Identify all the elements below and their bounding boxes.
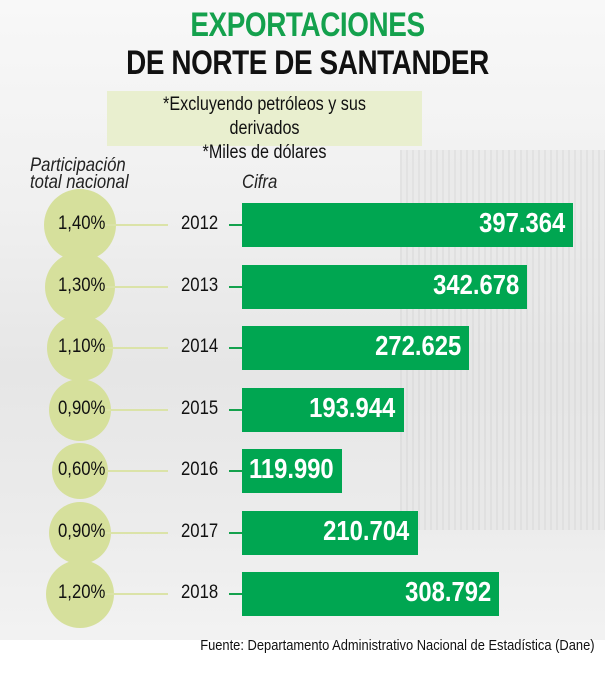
participacion-header-line-1: Participación — [30, 155, 126, 176]
year-label: 2016 — [181, 459, 219, 480]
participation-label: 0,90% — [58, 520, 106, 542]
connector-line — [105, 347, 168, 349]
connector-line — [105, 408, 168, 411]
cifra-header: Cifra — [242, 172, 278, 193]
connector-line — [105, 531, 168, 534]
year-tick — [229, 593, 242, 595]
year-label: 2013 — [181, 274, 219, 296]
connector-line — [105, 224, 168, 226]
year-label: 2014 — [181, 336, 219, 357]
participation-label: 1,30% — [58, 274, 106, 296]
year-tick — [229, 408, 242, 411]
participation-label: 1,20% — [58, 582, 106, 603]
title-line-2: DE NORTE DE SANTANDER — [126, 44, 489, 82]
export-bar — [242, 510, 418, 555]
year-label: 2015 — [181, 397, 219, 419]
year-tick — [229, 224, 242, 226]
participation-circle — [49, 501, 111, 564]
title-line-1: EXPORTACIONES — [190, 6, 425, 44]
participation-circle — [44, 189, 116, 261]
bar-value-label: 342.678 — [433, 268, 520, 300]
note-line-2: *Miles de dólares — [202, 142, 327, 163]
participation-label: 1,10% — [58, 336, 106, 357]
participation-circle — [52, 443, 108, 499]
participation-circle — [46, 560, 114, 628]
participation-circle — [45, 251, 115, 322]
connector-line — [105, 470, 168, 472]
connector-line — [105, 285, 168, 288]
participation-circle — [49, 378, 111, 441]
year-label: 2018 — [181, 582, 219, 603]
export-bar — [242, 203, 573, 247]
note-line-1: *Excluyendo petróleos y sus derivados — [163, 94, 366, 139]
year-label: 2017 — [181, 520, 219, 542]
participacion-header-line-2: total nacional — [30, 172, 129, 193]
source-note: Fuente: Departamento Administrativo Naci… — [200, 637, 595, 654]
export-bar — [242, 264, 528, 309]
year-label: 2012 — [181, 213, 219, 234]
bar-value-label: 308.792 — [405, 576, 492, 607]
export-bar — [242, 387, 404, 432]
year-tick — [229, 470, 242, 472]
participacion-header: Participación total nacional — [30, 155, 129, 193]
background-edge — [605, 0, 615, 673]
year-tick — [229, 531, 242, 534]
year-tick — [229, 285, 242, 288]
export-bar — [242, 449, 342, 493]
participation-label: 0,90% — [58, 397, 106, 419]
participation-label: 0,60% — [58, 459, 106, 480]
bar-value-label: 119.990 — [249, 453, 334, 484]
participation-circle — [47, 315, 113, 381]
notes-box: *Excluyendo petróleos y sus derivados *M… — [107, 91, 422, 163]
bar-value-label: 272.625 — [375, 330, 462, 361]
bar-value-label: 210.704 — [323, 514, 410, 546]
background-footer — [0, 640, 615, 673]
bar-value-label: 193.944 — [309, 391, 396, 423]
year-tick — [229, 347, 242, 349]
export-bar — [242, 326, 470, 370]
connector-line — [105, 593, 168, 595]
bar-value-label: 397.364 — [478, 207, 565, 238]
export-bar — [242, 572, 500, 616]
participation-label: 1,40% — [58, 213, 106, 234]
